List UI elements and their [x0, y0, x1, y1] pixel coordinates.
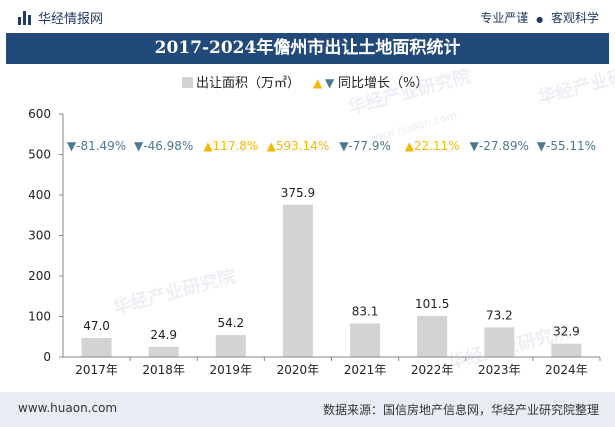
growth-label: ▲593.14% — [267, 139, 330, 153]
x-tick-label: 2020年 — [277, 363, 320, 377]
watermark-text: 华经产业研究院 — [536, 64, 615, 109]
x-tick-label: 2021年 — [344, 363, 387, 377]
tagline: 专业严谨 ● 客观科学 — [480, 9, 599, 26]
bar-value-label: 375.9 — [281, 186, 315, 200]
y-tick-label: 400 — [28, 188, 51, 202]
growth-value: 593.14% — [276, 139, 329, 153]
y-axis: 0 100 200 300 400 500 600 — [28, 107, 64, 364]
legend-bar-swatch — [182, 77, 193, 88]
legend-bar-label: 出让面积（万㎡） — [196, 76, 300, 91]
y-tick-label: 300 — [28, 229, 51, 243]
growth-down-icon: ▼ — [470, 139, 480, 153]
bar-value-label: 47.0 — [83, 319, 110, 333]
bar-value-label: 83.1 — [352, 304, 379, 318]
brand-logo[interactable]: 华经情报网 — [18, 8, 103, 27]
x-tick-label: 2023年 — [478, 363, 521, 377]
growth-down-icon: ▼ — [67, 139, 77, 153]
growth-label: ▼-55.11% — [537, 139, 596, 153]
bar[interactable] — [551, 343, 582, 357]
chart-title: 2017-2024年儋州市出让土地面积统计 — [6, 33, 609, 64]
x-tick-label: 2018年 — [142, 363, 185, 377]
growth-value: -46.98% — [143, 139, 193, 153]
growth-label: ▼-27.89% — [470, 139, 529, 153]
growth-value: 22.11% — [414, 139, 460, 153]
growth-up-icon: ▲ — [405, 139, 415, 153]
growth-label: ▼-77.9% — [339, 139, 391, 153]
growth-down-icon: ▼ — [134, 139, 144, 153]
footer-website[interactable]: www.huaon.com — [18, 401, 118, 415]
footer-source: 数据来源：国信房地产信息网，华经产业研究院整理 — [322, 403, 599, 417]
y-tick-label: 600 — [28, 107, 51, 121]
bar[interactable] — [282, 204, 313, 357]
watermark-text: 华经产业研究院 — [111, 265, 238, 319]
top-bar: 华经情报网 专业严谨 ● 客观科学 — [0, 0, 615, 33]
bar-value-label: 32.9 — [553, 325, 580, 339]
bar[interactable] — [417, 315, 448, 357]
x-axis: 2017年 2018年 2019年 2020年 2021年 2022年 2023年 2024年 — [63, 356, 601, 377]
growth-label: ▼-46.98% — [134, 139, 193, 153]
y-tick-label: 0 — [43, 350, 51, 364]
growth-label: ▲117.8% — [203, 139, 258, 153]
growth-label: ▲22.11% — [405, 139, 460, 153]
tagline-separator: ● — [536, 15, 544, 24]
bar[interactable] — [484, 327, 515, 357]
legend-down-icon: ▼ — [325, 76, 335, 90]
bar-chart-logo-icon — [18, 10, 32, 25]
tagline-right: 客观科学 — [550, 11, 599, 25]
y-tick-label: 500 — [28, 148, 51, 162]
growth-value: -27.89% — [479, 139, 529, 153]
x-tick-label: 2019年 — [210, 363, 253, 377]
growth-value: -55.11% — [546, 139, 596, 153]
brand-name: 华经情报网 — [38, 12, 104, 27]
growth-label: ▼-81.49% — [67, 139, 126, 153]
bar[interactable] — [148, 346, 179, 357]
bar-value-label: 73.2 — [486, 308, 513, 322]
growth-up-icon: ▲ — [267, 139, 277, 153]
chart-legend: 出让面积（万㎡） ▲ ▼ 同比增长（%） — [182, 76, 428, 91]
growth-value: -81.49% — [76, 139, 126, 153]
y-tick-label: 100 — [28, 310, 51, 324]
x-tick-label: 2022年 — [411, 363, 454, 377]
footer: www.huaon.com 数据来源：国信房地产信息网，华经产业研究院整理 — [0, 392, 615, 427]
bar[interactable] — [215, 335, 246, 357]
x-tick-label: 2024年 — [545, 363, 588, 377]
bar-value-label: 24.9 — [150, 328, 177, 342]
y-tick-label: 200 — [28, 269, 51, 283]
bar[interactable] — [81, 337, 112, 357]
bar-value-label: 101.5 — [415, 297, 449, 311]
bar[interactable] — [350, 323, 381, 357]
growth-up-icon: ▲ — [203, 139, 213, 153]
growth-value: -77.9% — [348, 139, 390, 153]
bars: 47.0 24.9 54.2 375.9 83.1 101.5 73.2 32.9 — [81, 186, 582, 357]
legend-up-icon: ▲ — [313, 76, 323, 90]
x-tick-label: 2017年 — [75, 363, 118, 377]
legend-growth-label: 同比增长（%） — [338, 76, 428, 91]
growth-value: 117.8% — [213, 139, 259, 153]
growth-down-icon: ▼ — [537, 139, 547, 153]
growth-labels: ▼-81.49% ▼-46.98% ▲117.8% ▲593.14% ▼-77.9% ▲2… — [67, 139, 596, 153]
bar-chart: 出让面积（万㎡）▲▼同比增长（%） 华经产业研究院华经产业研究院华经产业研究院华… — [28, 64, 615, 377]
tagline-left: 专业严谨 — [480, 11, 529, 25]
bar-value-label: 54.2 — [217, 316, 244, 330]
growth-down-icon: ▼ — [339, 139, 349, 153]
